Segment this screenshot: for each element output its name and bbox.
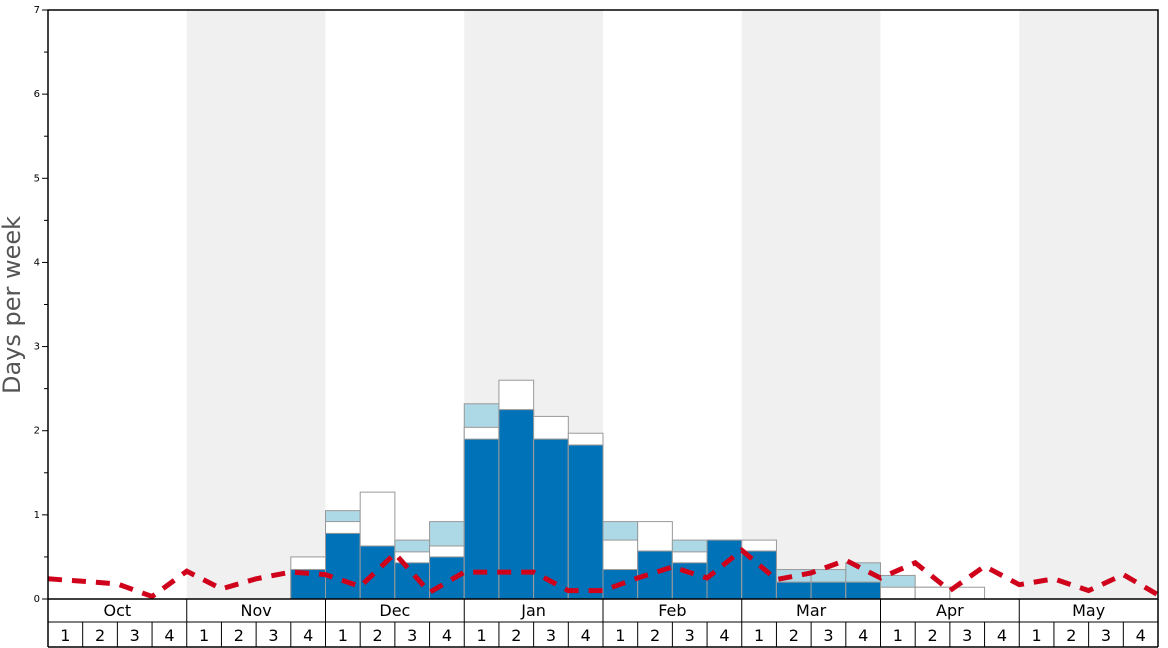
week-label: 4 [164,626,174,645]
week-label: 2 [927,626,937,645]
week-label: 3 [1101,626,1111,645]
y-tick-label: 5 [34,173,40,184]
dark-bar-19 [706,539,743,600]
month-shade-mar [741,10,881,599]
month-shade-nov [186,10,326,599]
week-label: 3 [685,626,695,645]
week-label: 4 [997,626,1007,645]
week-label: 2 [511,626,521,645]
week-label: 4 [303,626,313,645]
dark-bar-14 [533,438,569,600]
week-label: 1 [199,626,209,645]
dark-bar-18 [671,562,708,600]
y-tick-label: 0 [34,594,40,605]
month-shade-may [1019,10,1158,599]
week-label: 1 [754,626,764,645]
y-axis-label: Days per week [0,216,26,394]
month-label-jan: Jan [520,601,546,620]
month-label-oct: Oct [104,601,132,620]
week-label: 2 [789,626,799,645]
week-label: 4 [858,626,868,645]
week-label: 4 [1136,626,1146,645]
y-tick-label: 1 [34,510,40,521]
dark-bar-12 [463,438,500,600]
axes: 0 1 2 3 4 5 6 7 Oct 1 2 3 4 Nov 1 2 3 4 Dec 1 2 3 4 Jan 1 2 3 4 Feb 1… [34,5,1159,648]
week-label: 1 [60,626,70,645]
month-label-feb: Feb [658,601,686,620]
month-label-apr: Apr [936,601,964,620]
week-label: 1 [477,626,487,645]
week-label: 1 [338,626,348,645]
dark-bar-10 [394,562,431,600]
y-tick-label: 6 [34,89,40,100]
dashed-line-series [47,546,1160,600]
week-label: 3 [407,626,417,645]
y-tick-label: 7 [34,5,40,16]
week-label: 4 [719,626,729,645]
week-label: 3 [962,626,972,645]
week-label: 4 [442,626,452,645]
week-label: 2 [234,626,244,645]
week-label: 1 [1032,626,1042,645]
week-label: 4 [581,626,591,645]
dark-bar-20 [741,550,777,600]
week-label: 2 [372,626,382,645]
dark-bar-23 [845,581,881,600]
outline-bar-24 [880,586,916,600]
y-tick-label: 2 [34,426,40,437]
month-shading [186,10,1158,599]
dark-bar-9 [359,545,396,600]
week-label: 3 [823,626,833,645]
week-label: 1 [893,626,903,645]
dark-bar-8 [325,532,361,600]
dark-bar-15 [567,444,604,600]
y-tick-label: 3 [34,342,40,353]
dark-bar-21 [775,581,812,600]
y-tick-label: 4 [34,257,40,268]
week-label: 2 [650,626,660,645]
week-label: 3 [546,626,556,645]
week-label: 1 [615,626,625,645]
week-label: 3 [268,626,278,645]
week-label: 2 [95,626,105,645]
month-label-dec: Dec [379,601,410,620]
week-label: 2 [1066,626,1076,645]
month-label-mar: Mar [796,601,827,620]
dark-bar-22 [810,581,847,600]
dashed-line [47,546,1160,600]
week-label: 3 [130,626,140,645]
month-label-nov: Nov [241,601,272,620]
month-label-may: May [1072,601,1105,620]
outline-bar-25 [914,586,951,600]
